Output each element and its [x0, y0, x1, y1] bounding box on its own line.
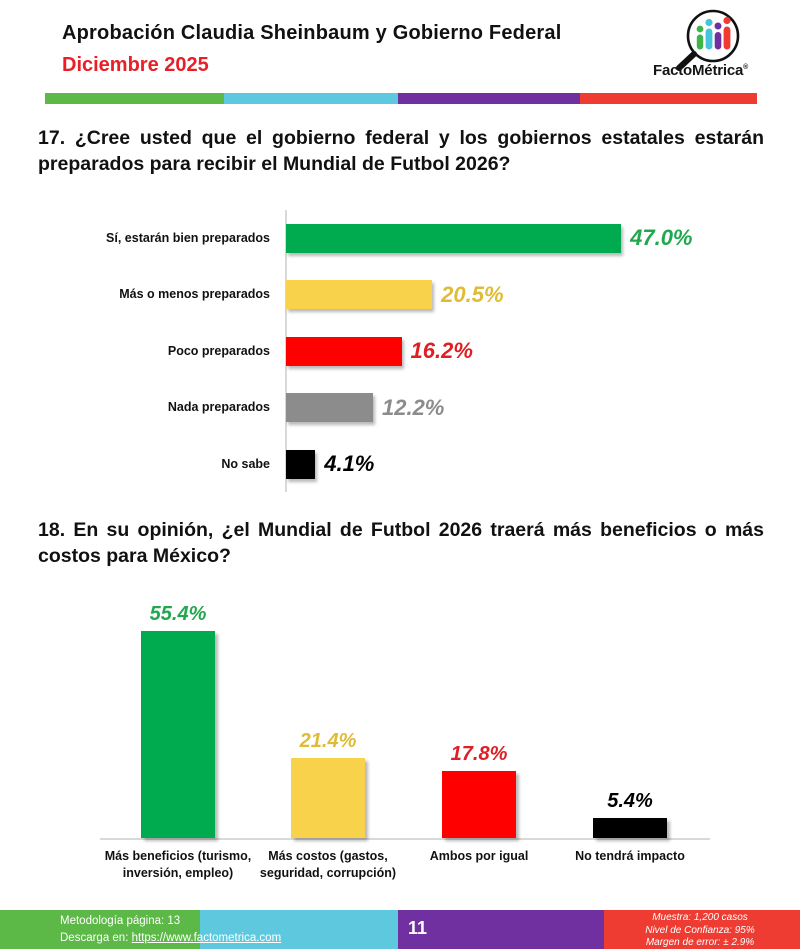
margin-of-error-text: Margen de error: ± 2.9%	[645, 937, 755, 948]
stripe-red-segment	[580, 93, 757, 104]
chart17-bar-track: 12.2%	[286, 393, 762, 423]
download-line: Descarga en: https://www.factometrica.co…	[60, 931, 282, 944]
footer-stats-block: Muestra: 1,200 casos Nivel de Confianza:…	[604, 912, 796, 949]
chart17-value-label: 20.5%	[441, 281, 504, 307]
footer-purple-segment	[398, 910, 604, 949]
chart17-value-label: 12.2%	[381, 394, 445, 420]
chart17-category-label: Nada preparados	[167, 400, 270, 415]
footer-green-segment	[0, 910, 200, 949]
chart17-row: No sabe 4.1%	[38, 436, 762, 493]
chart18-value-label: 21.4%	[299, 729, 357, 752]
footer-red-segment	[604, 910, 800, 949]
chart-q18-vertical-bars: 55.4% Más beneficios (turismo, inversión,…	[0, 596, 800, 891]
footer-cyan-segment	[200, 910, 398, 949]
methodology-text: Metodología página: 13	[60, 915, 181, 927]
chart17-bar-track: 4.1%	[286, 449, 762, 479]
chart18-category-label: Más costos (gastos, seguridad, corrupció…	[259, 849, 397, 880]
page-title: Aprobación Claudia Sheinbaum y Gobierno …	[62, 22, 562, 44]
footer-methodology-block: Metodología página: 13 Descarga en: http…	[60, 913, 400, 946]
chart17-row: Nada preparados 12.2%	[38, 380, 762, 437]
sample-size-text: Muestra: 1,200 casos	[652, 912, 748, 923]
chart17-category-label: Más o menos preparados	[119, 287, 270, 302]
chart17-category-label: No sabe	[221, 456, 270, 471]
chart17-row: Más o menos preparados 20.5%	[38, 267, 762, 324]
chart18-category-label: Más beneficios (turismo, inversión, empl…	[104, 849, 252, 880]
header-color-stripe	[45, 93, 757, 104]
magnifier-chart-icon	[676, 9, 740, 71]
chart18-bar	[141, 630, 215, 838]
stripe-green-segment	[45, 93, 224, 104]
chart18-column: 21.4%	[253, 596, 403, 838]
chart17-axis-line	[285, 210, 287, 492]
chart17-category-label: Poco preparados	[167, 343, 270, 358]
chart-q17-horizontal-bars: Sí, estarán bien preparados 47.0% Más o me…	[38, 210, 762, 494]
registered-mark: ®	[743, 64, 749, 71]
chart18-bar	[291, 757, 365, 838]
chart17-row: Poco preparados 16.2%	[38, 323, 762, 380]
chart17-value-label: 47.0%	[630, 225, 693, 251]
chart18-column: 5.4%	[555, 596, 705, 838]
factometrica-logo: FactoMétrica®	[645, 6, 775, 90]
page-number: 11	[408, 918, 428, 938]
chart17-bar	[286, 336, 402, 366]
stripe-cyan-segment	[224, 93, 398, 104]
chart17-row: Sí, estarán bien preparados 47.0%	[38, 210, 762, 267]
chart18-category-label: Ambos por igual	[429, 849, 529, 863]
chart17-bar	[286, 280, 433, 310]
page-subtitle: Diciembre 2025	[62, 54, 209, 76]
chart17-value-label: 4.1%	[324, 451, 375, 477]
factometrica-link[interactable]: https://www.factometrica.com	[131, 931, 282, 944]
chart17-bar-track: 20.5%	[286, 280, 762, 310]
stripe-purple-segment	[398, 93, 580, 104]
question-17-heading: 17. ¿Cree usted que el gobierno federal …	[38, 127, 764, 175]
chart18-column: 17.8%	[404, 596, 554, 838]
chart17-bar	[286, 449, 316, 479]
chart17-bar	[286, 393, 373, 423]
chart17-bar-track: 16.2%	[286, 336, 762, 366]
chart18-value-label: 5.4%	[607, 789, 653, 812]
chart17-bar	[286, 223, 622, 253]
footer-bar: Metodología página: 13 Descarga en: http…	[0, 910, 800, 949]
chart17-bar-track: 47.0%	[286, 223, 762, 253]
chart18-value-label: 55.4%	[149, 602, 207, 625]
chart17-category-label: Sí, estarán bien preparados	[106, 230, 270, 245]
chart18-bar	[593, 817, 667, 838]
chart18-value-label: 17.8%	[450, 743, 508, 766]
confidence-level-text: Nivel de Confianza: 95%	[645, 924, 755, 936]
chart18-category-label: No tendrá impacto	[575, 849, 685, 863]
chart17-value-label: 16.2%	[410, 338, 473, 364]
logo-wordmark: FactoMétrica®	[653, 62, 749, 79]
question-18-heading: 18. En su opinión, ¿el Mundial de Futbol…	[38, 519, 764, 567]
chart18-bar	[442, 771, 516, 838]
chart18-column: 55.4%	[103, 596, 253, 838]
chart18-axis-line	[100, 838, 710, 840]
